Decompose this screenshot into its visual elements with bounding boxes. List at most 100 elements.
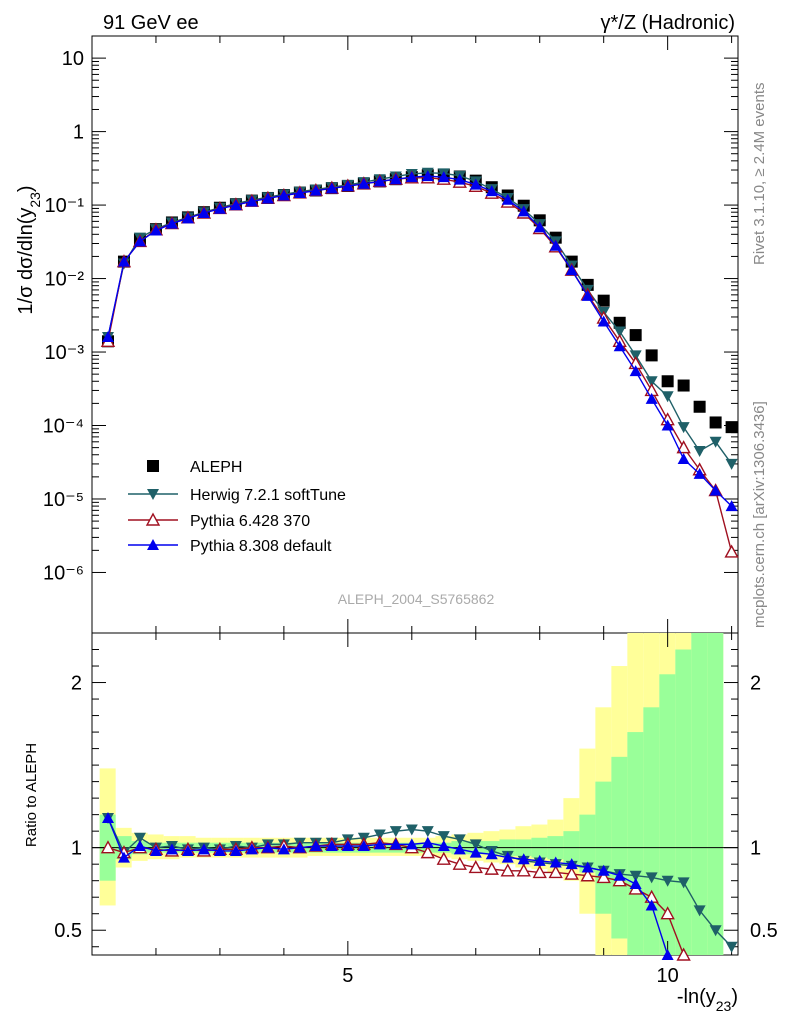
main-data-point bbox=[613, 340, 626, 352]
main-data-point bbox=[661, 419, 674, 431]
ratio-data-point bbox=[549, 856, 562, 868]
axis-ticks: 10⁻⁶ 10⁻⁵ 10⁻⁴ 10⁻³ 10⁻² 10⁻¹ 1 10 0.5 0.5 1 1 2 2 5 10 bbox=[43, 35, 778, 987]
ratio-data-point bbox=[197, 843, 210, 855]
ratio-y-axis-label: Ratio to ALEPH bbox=[23, 743, 40, 847]
ratio-data-point bbox=[389, 826, 402, 838]
main-data-point bbox=[725, 421, 738, 434]
main-data-point bbox=[213, 202, 226, 214]
legend-marker bbox=[147, 489, 159, 500]
label-part: 23 bbox=[27, 192, 43, 208]
ratio-data-point bbox=[213, 844, 226, 856]
ratio-data-point bbox=[548, 864, 563, 879]
legend: ALEPH Herwig 7.2.1 softTune Pythia 6.428 3… bbox=[128, 459, 346, 555]
ratio-data-point bbox=[341, 840, 354, 852]
main-series-line bbox=[107, 175, 733, 507]
ratio-data-point bbox=[452, 856, 467, 870]
main-data-point bbox=[165, 217, 178, 229]
ratio-data-point bbox=[325, 840, 338, 852]
ratio-data-point bbox=[133, 832, 146, 844]
x-axis-label: -ln(y23) bbox=[677, 986, 738, 1014]
main-y-tick-label: 10⁻⁶ bbox=[43, 562, 84, 584]
ratio-data-point bbox=[373, 838, 386, 850]
ratio-data-point bbox=[453, 843, 466, 855]
main-series-line bbox=[107, 172, 733, 465]
ratio-data-point bbox=[405, 838, 418, 850]
ratio-data-point bbox=[229, 844, 242, 856]
ratio-data-point bbox=[645, 872, 658, 884]
mcplots-reference-label: mcplots.cern.ch [arXiv:1306.3436] bbox=[751, 401, 768, 628]
ratio-data-point bbox=[261, 841, 274, 853]
ratio-data-point bbox=[645, 899, 658, 911]
main-data-point bbox=[645, 392, 658, 404]
main-data-point bbox=[565, 264, 578, 276]
ratio-series-line bbox=[107, 817, 733, 948]
ratio-y-tick-label-right: 1 bbox=[750, 838, 761, 860]
main-data-point bbox=[645, 349, 658, 362]
main-data-point bbox=[709, 416, 722, 429]
ratio-data-point bbox=[517, 853, 530, 865]
ratio-data-point bbox=[580, 868, 595, 882]
ratio-data-point bbox=[436, 851, 451, 865]
band-inner bbox=[659, 674, 676, 955]
ratio-data-point bbox=[469, 839, 482, 851]
main-data-point bbox=[725, 458, 738, 470]
main-data-point bbox=[661, 375, 674, 388]
main-data-point bbox=[501, 193, 514, 205]
ratio-data-point bbox=[501, 851, 514, 863]
ratio-data-point bbox=[421, 826, 434, 838]
main-data-point bbox=[133, 235, 146, 247]
ratio-data-point bbox=[373, 829, 386, 841]
main-data-point bbox=[629, 365, 642, 377]
ratio-data-point bbox=[453, 834, 466, 846]
ratio-data-point bbox=[500, 863, 515, 877]
ratio-data-point bbox=[245, 843, 258, 855]
band-inner bbox=[579, 814, 596, 873]
ratio-data-point bbox=[597, 864, 610, 876]
main-data-point bbox=[325, 182, 338, 194]
legend-marker bbox=[145, 512, 161, 526]
ratio-data-point bbox=[661, 949, 674, 960]
main-y-tick-label: 10⁻¹ bbox=[45, 195, 85, 217]
band-inner bbox=[691, 633, 708, 955]
ratio-data-point bbox=[516, 863, 531, 877]
x-tick-label: 10 bbox=[657, 965, 679, 987]
ratio-data-point bbox=[101, 811, 114, 823]
x-tick-label: 5 bbox=[342, 965, 353, 987]
legend-label: Herwig 7.2.1 softTune bbox=[190, 487, 346, 504]
ratio-y-tick-label-left: 1 bbox=[71, 838, 82, 860]
main-series-layer bbox=[100, 167, 739, 558]
main-data-point bbox=[261, 192, 274, 204]
main-data-point bbox=[581, 289, 594, 301]
header-left-label: 91 GeV ee bbox=[103, 12, 199, 34]
main-data-point bbox=[677, 453, 690, 465]
main-data-point bbox=[709, 484, 722, 496]
ratio-data-point bbox=[484, 861, 499, 875]
main-data-point bbox=[453, 173, 466, 185]
main-data-point bbox=[533, 221, 546, 233]
main-data-point bbox=[597, 315, 610, 327]
main-data-point bbox=[676, 440, 691, 454]
ratio-y-tick-label-left: 0.5 bbox=[54, 920, 82, 942]
main-data-point bbox=[149, 224, 162, 236]
main-data-point bbox=[309, 184, 322, 196]
ratio-data-point bbox=[357, 840, 370, 852]
main-data-point bbox=[373, 175, 386, 187]
ratio-data-point bbox=[149, 844, 162, 856]
main-data-point bbox=[245, 195, 258, 207]
label-part: 23 bbox=[716, 998, 732, 1014]
ratio-data-point bbox=[660, 906, 675, 920]
legend-marker bbox=[147, 460, 159, 472]
main-data-point bbox=[229, 199, 242, 211]
main-data-point bbox=[437, 171, 450, 183]
ratio-data-point bbox=[277, 843, 290, 855]
ratio-data-point bbox=[676, 947, 691, 961]
ratio-data-point bbox=[693, 905, 706, 917]
ratio-data-point bbox=[564, 866, 579, 880]
label-part: ) bbox=[15, 185, 37, 192]
ratio-data-point bbox=[469, 846, 482, 858]
main-data-point bbox=[677, 379, 690, 392]
ratio-data-point bbox=[405, 824, 418, 836]
main-data-point bbox=[293, 186, 306, 198]
ratio-data-point bbox=[133, 840, 146, 852]
